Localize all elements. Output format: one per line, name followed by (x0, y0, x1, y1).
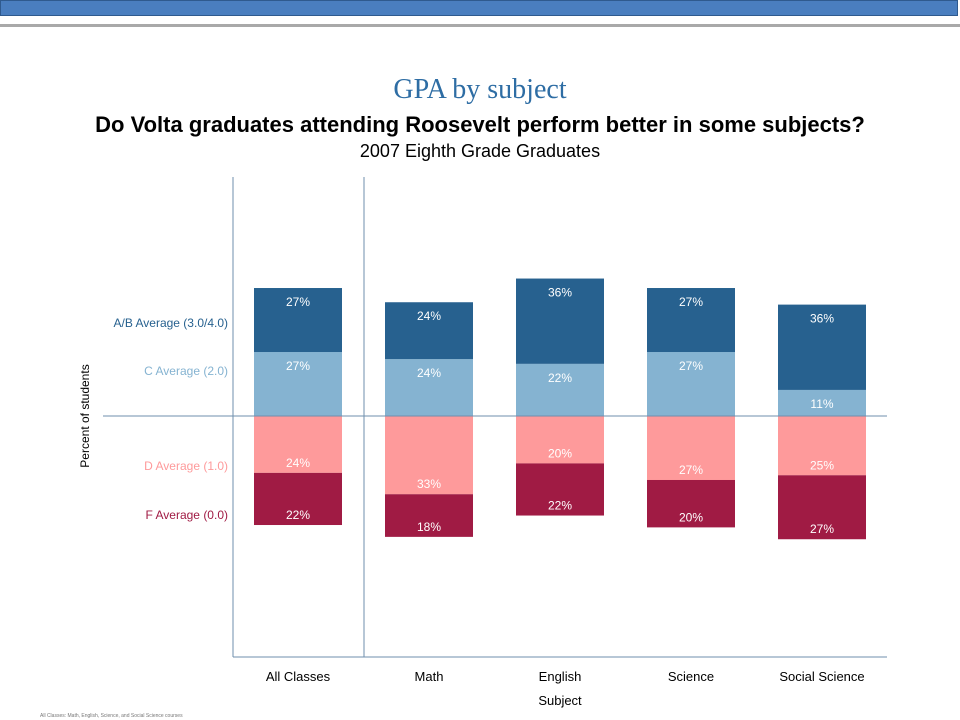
bar-segment (385, 302, 473, 360)
data-label: 24% (417, 309, 441, 323)
bar-segment (516, 363, 604, 416)
bar-segment (254, 472, 342, 526)
data-label: 22% (286, 508, 310, 522)
legend-label: C Average (2.0) (144, 364, 228, 378)
data-label: 24% (286, 456, 310, 470)
bar-segment (385, 359, 473, 416)
bar-segment (778, 416, 866, 476)
data-label: 20% (679, 510, 703, 524)
x-tick-label: Science (668, 669, 714, 684)
data-label: 11% (810, 397, 833, 411)
x-tick-label: English (539, 669, 582, 684)
data-label: 25% (810, 458, 834, 472)
bar-segment (647, 288, 735, 353)
bar-segment (516, 463, 604, 516)
data-label: 27% (286, 295, 310, 309)
chart-title: Do Volta graduates attending Roosevelt p… (95, 112, 865, 137)
bar-segment (647, 479, 735, 528)
data-label: 27% (679, 359, 703, 373)
bar-segment (647, 352, 735, 416)
top-banner-bar (0, 0, 958, 16)
x-tick-label: Math (415, 669, 444, 684)
bar-segment (516, 416, 604, 464)
legend-label: F Average (0.0) (146, 508, 229, 522)
bar-segment (254, 416, 342, 473)
bar-segment (254, 288, 342, 353)
data-label: 24% (417, 366, 441, 380)
legend-label: D Average (1.0) (144, 459, 228, 473)
data-label: 22% (548, 371, 572, 385)
data-label: 20% (548, 446, 572, 460)
bar-segment (254, 352, 342, 416)
footnote: All Classes: Math, English, Science, and… (40, 713, 183, 719)
data-label: 18% (417, 520, 441, 534)
data-label: 33% (417, 477, 441, 491)
bar-segment (385, 494, 473, 537)
data-label: 27% (679, 295, 703, 309)
data-label: 36% (548, 286, 572, 300)
data-label: 36% (810, 312, 834, 326)
y-axis-title: Percent of students (78, 364, 92, 467)
data-label: 27% (679, 463, 703, 477)
slide-title: GPA by subject (393, 74, 567, 105)
bar-segment (516, 278, 604, 364)
top-divider-line (0, 24, 960, 27)
x-axis-title: Subject (538, 693, 582, 708)
bar-segment (778, 475, 866, 540)
data-label: 22% (548, 499, 572, 513)
x-tick-label: All Classes (266, 669, 331, 684)
data-label: 27% (286, 359, 310, 373)
data-label: 27% (810, 522, 834, 536)
bar-segment (385, 416, 473, 495)
bar-segment (647, 416, 735, 480)
bar-segment (778, 389, 866, 416)
x-tick-label: Social Science (779, 669, 864, 684)
bar-segment (778, 304, 866, 390)
chart-subtitle: 2007 Eighth Grade Graduates (359, 141, 601, 161)
legend-label: A/B Average (3.0/4.0) (113, 316, 228, 330)
